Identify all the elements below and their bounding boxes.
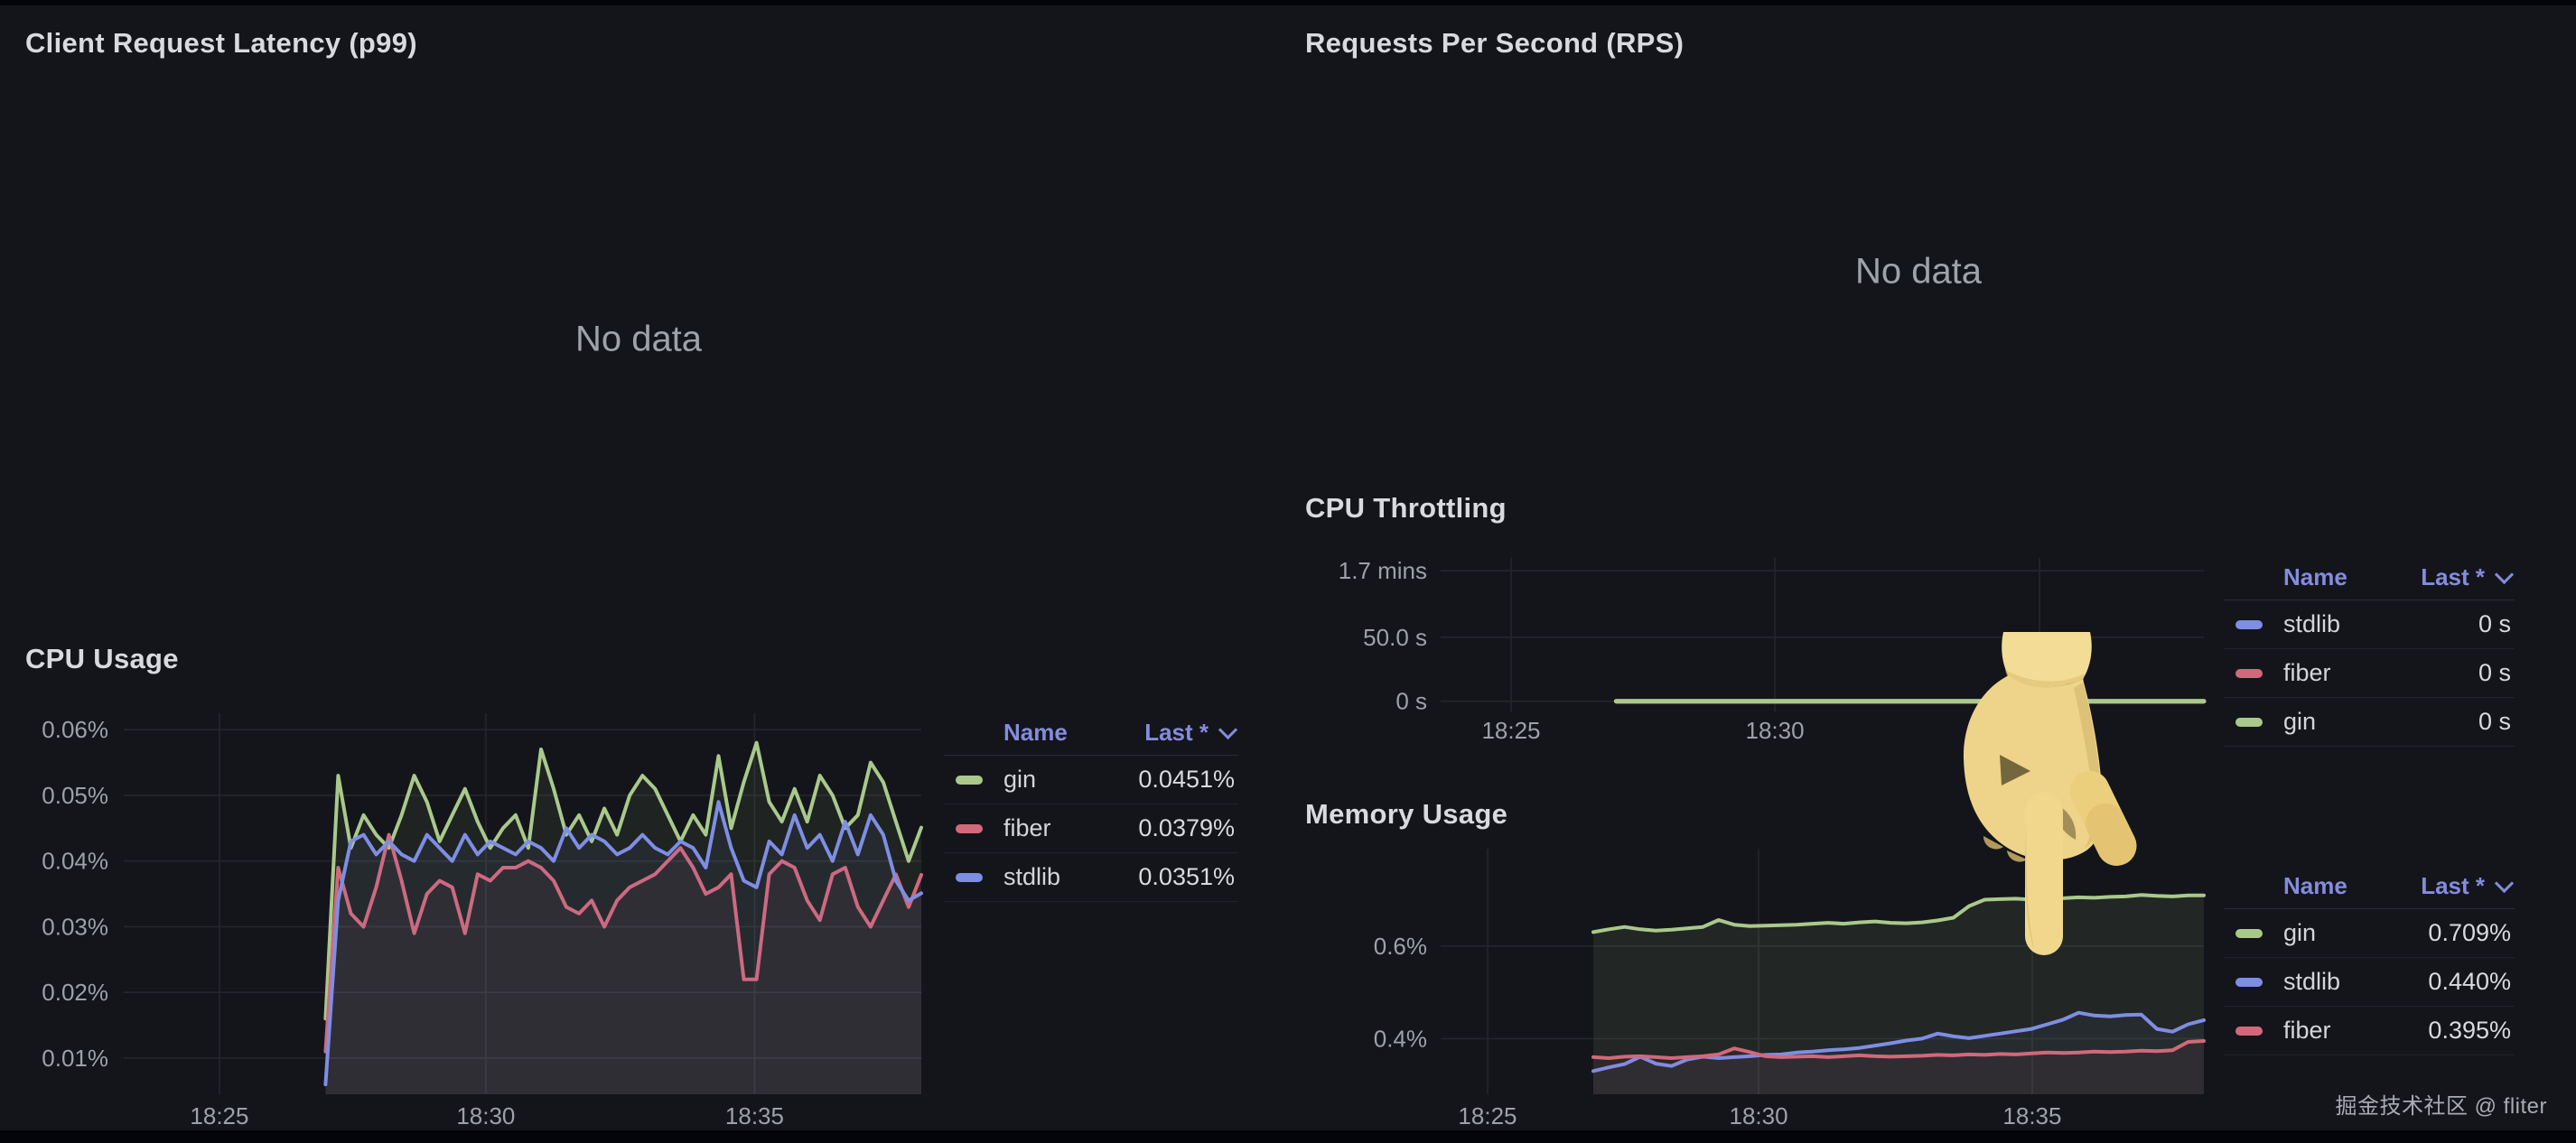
- series-color-swatch: [2235, 977, 2263, 987]
- screen-top-edge: [0, 0, 2576, 5]
- legend-series-value: 0.0351%: [1138, 863, 1235, 890]
- svg-text:0.6%: 0.6%: [1374, 933, 1427, 960]
- legend-series-value: 0 s: [2478, 610, 2511, 637]
- legend-series-name: stdlib: [2283, 968, 2341, 995]
- svg-text:50.0 s: 50.0 s: [1363, 624, 1427, 651]
- legend-row-stdlib[interactable]: stdlib 0 s: [2224, 600, 2515, 649]
- svg-text:18:30: 18:30: [456, 1102, 515, 1129]
- legend-row-stdlib[interactable]: stdlib 0.440%: [2224, 958, 2515, 1007]
- no-data-message-rps: No data: [1854, 251, 1983, 292]
- svg-text:0.4%: 0.4%: [1374, 1025, 1427, 1052]
- panel-title-cpu-throttling: CPU Throttling: [1305, 492, 1507, 524]
- legend-header-last[interactable]: Last *: [2421, 563, 2515, 591]
- cpu-usage-chart[interactable]: 0.06% 0.05% 0.04% 0.03% 0.02% 0.01% 18:25 18:30…: [0, 704, 1301, 1133]
- legend-series-value: 0 s: [2478, 708, 2511, 735]
- svg-text:0.03%: 0.03%: [42, 913, 108, 940]
- chevron-down-icon: [2494, 873, 2515, 893]
- legend-series-name: gin: [2283, 708, 2317, 735]
- legend-header-last[interactable]: Last *: [2421, 872, 2515, 900]
- svg-text:1.7 mins: 1.7 mins: [1339, 557, 1427, 584]
- series-color-swatch: [956, 823, 983, 833]
- screen-bottom-edge: [0, 1130, 2576, 1143]
- chevron-down-icon: [2494, 564, 2515, 584]
- svg-text:18:35: 18:35: [2002, 1102, 2061, 1129]
- panel-title-latency: Client Request Latency (p99): [25, 27, 417, 59]
- panel-title-memory: Memory Usage: [1305, 798, 1508, 830]
- cpu-usage-legend: Name Last * gin 0.0451% fiber 0.0379% st…: [944, 710, 1238, 902]
- legend-row-fiber[interactable]: fiber 0.395%: [2224, 1007, 2515, 1055]
- legend-row-gin[interactable]: gin 0 s: [2224, 698, 2515, 747]
- svg-text:18:25: 18:25: [1481, 717, 1540, 744]
- pointing-down-hand-icon: [1949, 630, 2141, 981]
- series-color-swatch: [2235, 668, 2263, 678]
- svg-text:0.02%: 0.02%: [42, 979, 108, 1006]
- legend-row-fiber[interactable]: fiber 0 s: [2224, 649, 2515, 698]
- legend-series-value: 0.395%: [2428, 1017, 2511, 1044]
- legend-header-name[interactable]: Name: [2283, 871, 2347, 899]
- legend-series-name: fiber: [1003, 814, 1051, 841]
- legend-header-name[interactable]: Name: [2283, 562, 2347, 590]
- series-color-swatch: [956, 775, 983, 785]
- svg-text:0.01%: 0.01%: [42, 1045, 108, 1072]
- series-color-swatch: [2235, 717, 2263, 727]
- no-data-message-latency: No data: [574, 319, 703, 359]
- panel-title-cpu-usage: CPU Usage: [25, 643, 179, 674]
- series-color-swatch: [2235, 1026, 2263, 1036]
- cpu-throttling-legend: Name Last * stdlib 0 s fiber 0 s gin 0 s: [2224, 554, 2515, 747]
- series-color-swatch: [956, 872, 983, 882]
- legend-series-name: fiber: [2283, 1017, 2331, 1044]
- legend-header: Name Last *: [2224, 554, 2515, 600]
- legend-row-stdlib[interactable]: stdlib 0.0351%: [944, 853, 1238, 902]
- legend-header: Name Last *: [2224, 863, 2515, 909]
- legend-series-name: stdlib: [1003, 863, 1061, 890]
- memory-usage-legend: Name Last * gin 0.709% stdlib 0.440% fib…: [2224, 863, 2515, 1055]
- legend-header-name[interactable]: Name: [1003, 718, 1068, 746]
- legend-series-value: 0.0379%: [1138, 814, 1235, 841]
- legend-row-gin[interactable]: gin 0.709%: [2224, 909, 2515, 958]
- legend-series-value: 0.440%: [2428, 968, 2511, 995]
- panel-title-rps: Requests Per Second (RPS): [1305, 27, 1685, 59]
- legend-series-name: gin: [2283, 919, 2317, 946]
- svg-text:18:25: 18:25: [190, 1102, 248, 1129]
- series-color-swatch: [2235, 619, 2263, 629]
- legend-header-last[interactable]: Last *: [1144, 719, 1238, 747]
- legend-series-value: 0.709%: [2428, 919, 2511, 946]
- legend-row-fiber[interactable]: fiber 0.0379%: [944, 804, 1238, 853]
- legend-series-value: 0 s: [2478, 659, 2511, 686]
- legend-series-name: stdlib: [2283, 610, 2341, 637]
- svg-text:0.04%: 0.04%: [42, 848, 108, 875]
- svg-text:18:30: 18:30: [1729, 1102, 1787, 1129]
- svg-text:18:25: 18:25: [1458, 1102, 1517, 1129]
- watermark-text: 掘金技术社区 @ fliter: [2335, 1094, 2547, 1119]
- svg-text:0 s: 0 s: [1395, 688, 1427, 715]
- svg-text:0.05%: 0.05%: [42, 782, 108, 809]
- legend-series-value: 0.0451%: [1138, 766, 1235, 793]
- legend-series-name: gin: [1003, 766, 1037, 793]
- svg-text:18:30: 18:30: [1745, 717, 1804, 744]
- legend-series-name: fiber: [2283, 659, 2331, 686]
- svg-text:18:35: 18:35: [725, 1102, 784, 1129]
- legend-header: Name Last *: [944, 710, 1238, 756]
- svg-text:0.06%: 0.06%: [42, 716, 108, 743]
- chevron-down-icon: [1218, 720, 1238, 739]
- series-color-swatch: [2235, 928, 2263, 938]
- legend-row-gin[interactable]: gin 0.0451%: [944, 756, 1238, 804]
